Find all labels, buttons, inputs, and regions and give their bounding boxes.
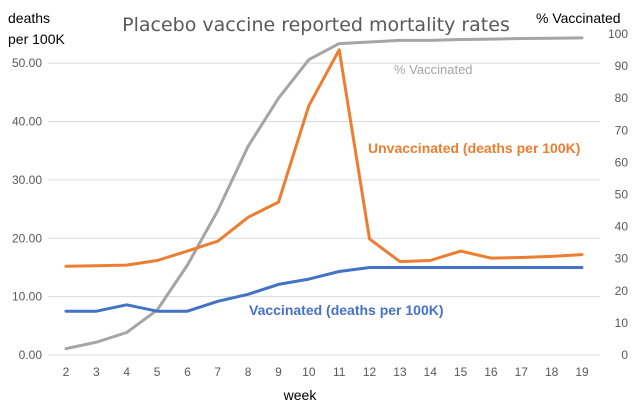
right-tick-label: 40 bbox=[615, 220, 629, 234]
x-tick-label: 16 bbox=[484, 365, 498, 379]
x-tick-label: 15 bbox=[454, 365, 468, 379]
left-axis-title-line1: deaths bbox=[8, 10, 50, 26]
series-line bbox=[64, 266, 584, 313]
x-tick-label: 18 bbox=[545, 365, 559, 379]
left-axis-ticks: 0.00 10.00 20.00 30.00 40.00 50.00 bbox=[12, 56, 42, 362]
x-axis-ticks: 2 3 4 5 6 7 8 9 10 11 12 13 14 15 16 17 18 19 bbox=[63, 365, 589, 379]
x-tick-label: 8 bbox=[245, 365, 252, 379]
right-tick-label: 100 bbox=[608, 27, 628, 41]
left-axis-title-line2: per 100K bbox=[8, 31, 65, 47]
right-tick-label: 20 bbox=[615, 284, 629, 298]
left-tick-label: 30.00 bbox=[12, 173, 42, 187]
series-label: % Vaccinated bbox=[394, 62, 473, 77]
x-tick-label: 4 bbox=[123, 365, 130, 379]
right-tick-label: 0 bbox=[621, 348, 628, 362]
x-tick-label: 10 bbox=[302, 365, 316, 379]
chart-title: Placebo vaccine reported mortality rates bbox=[122, 14, 510, 36]
right-tick-label: 90 bbox=[615, 59, 629, 73]
x-tick-label: 11 bbox=[333, 365, 346, 379]
right-tick-label: 60 bbox=[615, 155, 629, 169]
series-lines bbox=[64, 36, 584, 351]
series-line bbox=[64, 48, 584, 268]
left-tick-label: 40.00 bbox=[12, 115, 42, 129]
x-tick-label: 14 bbox=[424, 365, 438, 379]
right-tick-label: 80 bbox=[615, 91, 629, 105]
series-label: Vaccinated (deaths per 100K) bbox=[249, 302, 444, 318]
x-tick-label: 5 bbox=[154, 365, 161, 379]
right-tick-label: 50 bbox=[615, 188, 629, 202]
right-tick-label: 70 bbox=[615, 123, 629, 137]
x-tick-label: 9 bbox=[275, 365, 282, 379]
x-axis-title: week bbox=[283, 387, 318, 403]
gridlines bbox=[48, 62, 600, 356]
left-tick-label: 50.00 bbox=[12, 56, 42, 70]
series-labels: Unvaccinated (deaths per 100K) Vaccinated… bbox=[249, 62, 580, 318]
x-tick-label: 3 bbox=[93, 365, 100, 379]
x-tick-label: 2 bbox=[63, 365, 70, 379]
left-tick-label: 10.00 bbox=[12, 290, 42, 304]
x-tick-label: 13 bbox=[393, 365, 407, 379]
x-tick-label: 7 bbox=[214, 365, 221, 379]
x-tick-label: 19 bbox=[575, 365, 589, 379]
right-tick-label: 30 bbox=[615, 252, 629, 266]
series-label: Unvaccinated (deaths per 100K) bbox=[368, 140, 580, 156]
series-line bbox=[64, 36, 584, 351]
right-axis-title: % Vaccinated bbox=[536, 10, 621, 26]
x-tick-label: 6 bbox=[184, 365, 191, 379]
left-tick-label: 20.00 bbox=[12, 231, 42, 245]
right-tick-label: 10 bbox=[615, 316, 629, 330]
right-axis-ticks: 0 10 20 30 40 50 60 70 80 90 100 bbox=[608, 27, 628, 362]
left-tick-label: 0.00 bbox=[19, 348, 43, 362]
x-tick-label: 12 bbox=[363, 365, 377, 379]
x-tick-label: 17 bbox=[515, 365, 529, 379]
